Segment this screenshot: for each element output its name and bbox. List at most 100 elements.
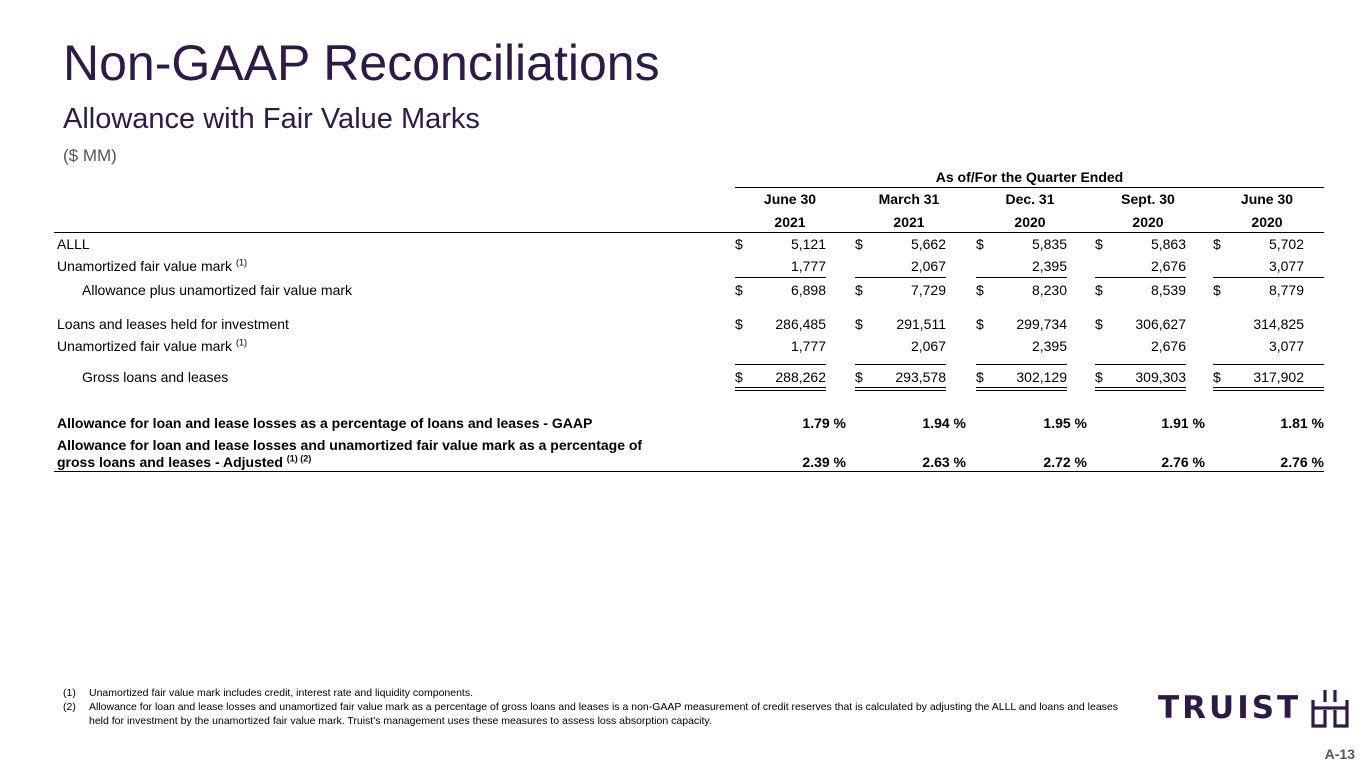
row-label: Unamortized fair value mark (1) [57,337,247,354]
ratio-value: 1.94 % [922,415,966,431]
total-rule [1095,390,1186,391]
dollar-sign: $ [855,236,863,252]
ratio-value: 1.81 % [1280,415,1324,431]
dollar-sign: $ [735,282,743,298]
group-header-rule [735,187,1324,188]
table-cell-value: 2,067 [910,258,946,274]
ratio-value: 2.39 % [802,454,846,470]
footnote-ref: (1) [235,337,247,348]
table-cell-value: 288,262 [775,369,826,385]
ratio-value: 2.76 % [1161,454,1205,470]
dollar-sign: $ [735,369,743,385]
dollar-sign: $ [1095,282,1103,298]
ratio-label-adjusted-line1: Allowance for loan and lease losses and … [57,437,643,453]
header-rule [54,232,1324,233]
column-header-line1: Dec. 31 [1005,191,1055,207]
row-label-text: Gross loans and leases [82,369,229,385]
table-cell-value: 299,734 [1016,316,1067,332]
table-cell-value: 2,676 [1150,258,1186,274]
table-cell-value: 1,777 [790,338,826,354]
column-header-line1: June 30 [1240,191,1294,207]
subtotal-rule [1095,277,1186,278]
table-cell-value: 6,898 [790,282,826,298]
group-header: As of/For the Quarter Ended [935,169,1124,185]
total-rule [1213,387,1324,388]
dollar-sign: $ [735,236,743,252]
dollar-sign: $ [735,316,743,332]
dollar-sign: $ [1213,282,1221,298]
column-header-line2: 2020 [1251,214,1283,230]
ratio-value: 1.95 % [1043,415,1087,431]
column-header-line1: Sept. 30 [1121,191,1175,207]
column-header-line2: 2020 [1132,214,1164,230]
table-cell-value: 286,485 [775,316,826,332]
total-rule [1213,390,1324,391]
footnote-text: Allowance for loan and lease losses and … [89,701,1119,727]
ratio-value: 2.63 % [922,454,966,470]
footnote-number: (1) [63,687,76,699]
table-cell-value: 293,578 [895,369,946,385]
subtotal-rule [855,277,946,278]
footnote-2: (2) Allowance for loan and lease losses … [63,700,1119,728]
ratio-value: 1.91 % [1161,415,1205,431]
dollar-sign: $ [1213,369,1221,385]
row-label-text: Unamortized fair value mark [57,338,233,354]
table-cell-value: 309,303 [1135,369,1186,385]
page-number: A-13 [1324,746,1355,762]
page-title: Non-GAAP Reconciliations [63,35,660,91]
total-rule [1095,387,1186,388]
table-cell-value: 8,230 [1031,282,1067,298]
table-cell-value: 2,395 [1031,338,1067,354]
table-cell-value: 8,539 [1150,282,1186,298]
table-cell-value: 3,077 [1268,258,1304,274]
ratio-value: 2.76 % [1280,454,1324,470]
footnote-ref: (1) [235,257,247,268]
total-rule [855,387,946,388]
total-rule [976,387,1067,388]
dollar-sign: $ [1095,316,1103,332]
table-cell-value: 5,702 [1268,236,1304,252]
subtotal-rule [855,364,946,365]
dollar-sign: $ [855,316,863,332]
ratio-value: 2.72 % [1043,454,1087,470]
table-cell-value: 317,902 [1253,369,1304,385]
page-subtitle: Allowance with Fair Value Marks [63,103,480,135]
column-header-line1: June 30 [763,191,817,207]
table-cell-value: 2,067 [910,338,946,354]
table-cell-value: 1,777 [790,258,826,274]
row-label-text: Loans and leases held for investment [57,316,289,332]
subtotal-rule [1095,364,1186,365]
logo-text: TRUIST [1158,689,1302,726]
table-cell-value: 2,676 [1150,338,1186,354]
column-header-line1: March 31 [878,191,940,207]
total-rule [855,390,946,391]
table-cell-value: 5,121 [790,236,826,252]
column-header-line2: 2021 [774,214,806,230]
total-rule [735,390,826,391]
subtotal-rule [1213,277,1324,278]
table-cell-value: 5,835 [1031,236,1067,252]
subtotal-rule [735,277,826,278]
dollar-sign: $ [1213,236,1221,252]
table-cell-value: 291,511 [896,316,946,332]
table-cell-value: 8,779 [1268,282,1304,298]
column-header-line2: 2020 [1014,214,1046,230]
row-label: Unamortized fair value mark (1) [57,257,247,273]
table-cell-value: 314,825 [1253,316,1304,332]
subtotal-rule [976,277,1067,278]
table-cell-value: 5,863 [1150,236,1186,252]
ratio-label-text: gross loans and leases - Adjusted [57,454,283,470]
total-rule [976,390,1067,391]
table-cell-value: 7,729 [910,282,946,298]
dollar-sign: $ [976,282,984,298]
table-cell-value: 3,077 [1268,338,1304,354]
footnote-1: (1) Unamortized fair value mark includes… [63,686,1119,700]
row-label-text: ALLL [57,236,90,252]
table-bottom-rule [54,471,1324,472]
footnote-text: Unamortized fair value mark includes cre… [89,687,474,699]
row-label: Gross loans and leases [82,370,228,384]
table-cell-value: 5,662 [910,236,946,252]
subtotal-rule [976,364,1067,365]
table-cell-value: 306,627 [1135,316,1186,332]
table-cell-value: 2,395 [1031,258,1067,274]
